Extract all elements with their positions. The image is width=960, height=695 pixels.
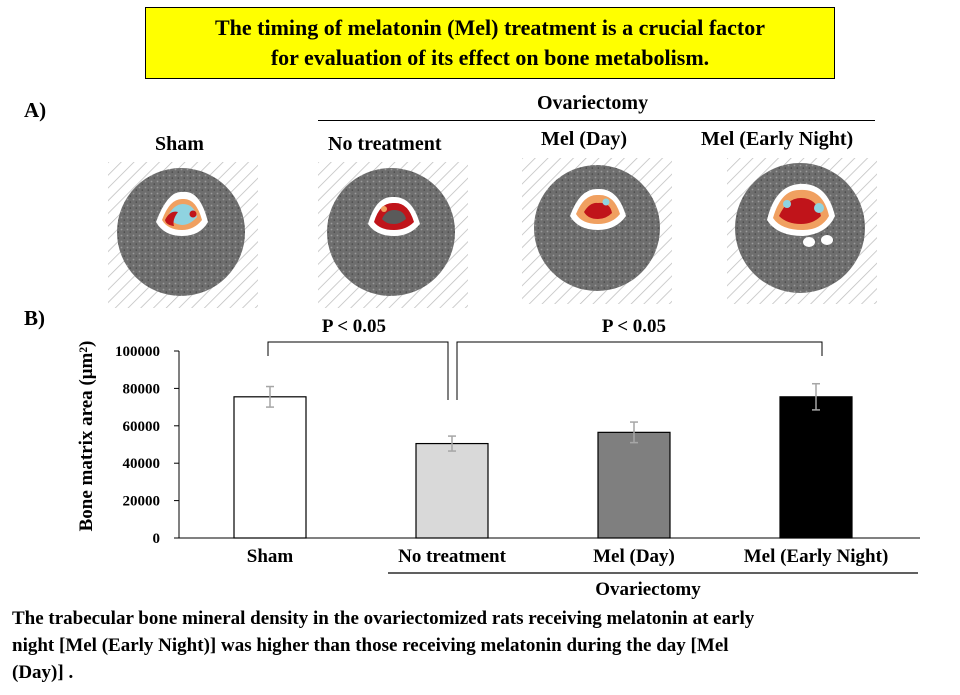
category-label-1: No treatment [398,546,506,567]
y-axis-label: Bone matrix area (μm²) [76,341,97,532]
significance-label-0: P < 0.05 [322,316,386,337]
bone-image-mel-early-night [727,158,877,304]
bar-1 [415,442,489,539]
panel-a-label: A) [24,98,47,122]
image-label-sham: Sham [155,133,204,155]
y-tick-label-0: 0 [153,531,161,547]
significance-bracket-1 [456,341,823,400]
y-tick-label-2: 40000 [123,456,161,472]
caption-line-3: (Day)] . [12,662,74,683]
caption: The trabecular bone mineral density in t… [12,605,956,686]
caption-line-2: night [Mel (Early Night)] was higher tha… [12,635,729,656]
panel-b-label: B) [24,306,45,330]
category-label-2: Mel (Day) [593,546,675,567]
bar-3 [779,396,853,539]
title-line-1: The timing of melatonin (Mel) treatment … [214,15,766,40]
category-label-0: Sham [247,546,294,567]
y-tick-label-5: 100000 [115,344,160,360]
bone-image-mel-day [522,158,672,304]
image-label-no-treatment: No treatment [328,133,442,155]
significance-label-1: P < 0.05 [602,316,666,337]
bone-image-no-treatment [318,162,468,308]
panel-a-group-label: Ovariectomy [537,92,649,114]
y-tick-label-1: 20000 [123,494,161,510]
panel-a-group-line [318,120,875,121]
title-box: The timing of melatonin (Mel) treatment … [145,7,835,79]
caption-line-1: The trabecular bone mineral density in t… [12,608,755,629]
bone-image-sham [108,162,258,308]
category-label-3: Mel (Early Night) [744,546,889,567]
significance-bracket-0 [267,341,449,400]
y-tick-label-3: 60000 [123,419,161,435]
title-line-2: for evaluation of its effect on bone met… [270,45,710,70]
group-label: Ovariectomy [595,579,701,600]
image-label-mel-day: Mel (Day) [541,128,628,150]
image-label-mel-early-night: Mel (Early Night) [701,128,854,150]
bar-0 [233,396,307,539]
y-tick-label-4: 80000 [123,381,161,397]
bar-2 [597,431,671,539]
